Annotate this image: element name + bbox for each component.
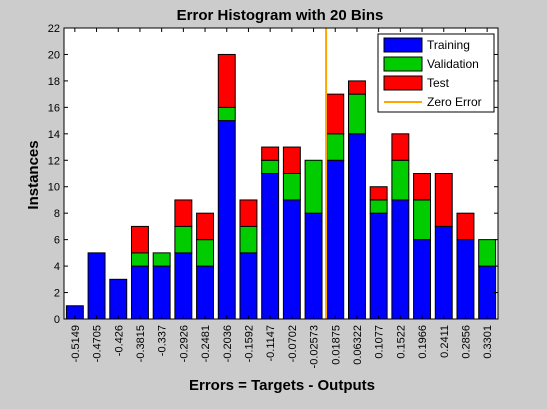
bar-validation-9 [261, 159, 280, 175]
bar-test-14 [369, 186, 388, 201]
bar-test-8 [239, 199, 258, 227]
bar-validation-15 [391, 159, 410, 201]
chart-title: Error Histogram with 20 Bins [177, 7, 384, 24]
bar-training-10 [282, 199, 301, 320]
bar-test-18 [456, 212, 475, 241]
bar-training-5 [174, 252, 193, 320]
y-tick-label-8: 8 [54, 208, 60, 220]
x-tick-label-0: -0.5149 [70, 325, 82, 362]
bar-test-9 [261, 146, 280, 161]
y-tick-label-4: 4 [54, 261, 60, 273]
legend-label-zero-error: Zero Error [427, 95, 482, 109]
bar-training-9 [261, 173, 280, 320]
bar-training-13 [347, 133, 366, 320]
bar-training-6 [196, 265, 215, 320]
bar-validation-3 [130, 252, 149, 267]
legend-box [377, 33, 495, 113]
legend-label-validation: Validation [427, 57, 479, 71]
bar-training-4 [152, 265, 171, 320]
x-tick-label-19: 0.3301 [482, 325, 494, 359]
bar-training-7 [217, 120, 236, 320]
bar-test-17 [434, 173, 453, 227]
legend-swatch-training [383, 37, 423, 53]
bar-test-15 [391, 133, 410, 161]
x-tick-label-8: -0.1592 [243, 325, 255, 362]
x-tick-label-15: 0.1522 [395, 325, 407, 359]
y-tick-label-14: 14 [48, 129, 60, 141]
bar-test-7 [217, 53, 236, 108]
bar-validation-13 [347, 93, 366, 135]
bar-validation-19 [478, 239, 497, 267]
x-tick-label-18: 0.2856 [460, 325, 472, 359]
x-tick-label-3: -0.3815 [135, 325, 147, 362]
bar-validation-12 [326, 133, 345, 161]
y-tick-label-6: 6 [54, 235, 60, 247]
y-axis-label: Instances [25, 140, 42, 209]
bar-training-19 [478, 265, 497, 320]
y-tick-label-20: 20 [48, 49, 60, 61]
x-tick-label-1: -0.4705 [92, 325, 104, 362]
bar-training-14 [369, 212, 388, 320]
x-tick-label-5: -0.2926 [178, 325, 190, 362]
x-axis-label: Errors = Targets - Outputs [189, 377, 375, 394]
x-tick-label-10: -0.0702 [287, 325, 299, 362]
legend-swatch-validation [383, 56, 423, 72]
x-tick-label-14: 0.1077 [374, 325, 386, 359]
bar-training-3 [130, 265, 149, 320]
bar-test-3 [130, 225, 149, 254]
bar-test-13 [347, 80, 366, 95]
bar-training-16 [413, 239, 432, 320]
bar-validation-6 [196, 239, 215, 267]
legend-label-test: Test [427, 76, 450, 90]
bar-training-2 [109, 278, 128, 320]
x-tick-label-9: -0.1147 [265, 325, 277, 362]
y-tick-label-0: 0 [54, 314, 60, 326]
bar-test-6 [196, 212, 215, 241]
bar-validation-7 [217, 106, 236, 122]
y-tick-label-16: 16 [48, 102, 60, 114]
legend: Training Validation Test Zero Error [377, 33, 495, 113]
x-tick-label-11: -0.02573 [309, 325, 321, 368]
bar-training-15 [391, 199, 410, 320]
y-tick-label-12: 12 [48, 155, 60, 167]
y-tick-label-10: 10 [48, 182, 60, 194]
y-tick-label-2: 2 [54, 288, 60, 300]
bar-test-12 [326, 93, 345, 135]
plot-frame [63, 27, 499, 320]
bar-validation-11 [304, 159, 323, 214]
x-tick-label-4: -0.337 [157, 325, 169, 356]
x-tick-label-7: -0.2036 [222, 325, 234, 362]
bar-validation-10 [282, 173, 301, 201]
bar-test-16 [413, 173, 432, 201]
x-tick-label-12: 0.01875 [330, 325, 342, 365]
x-tick-label-6: -0.2481 [200, 325, 212, 362]
bar-validation-8 [239, 225, 258, 254]
x-tick-label-16: 0.1966 [417, 325, 429, 359]
y-tick-label-22: 22 [48, 23, 60, 35]
y-tick-label-18: 18 [48, 76, 60, 88]
bar-validation-4 [152, 252, 171, 267]
bar-test-10 [282, 146, 301, 175]
bar-training-8 [239, 252, 258, 320]
legend-swatch-test [383, 75, 423, 91]
x-tick-label-2: -0.426 [113, 325, 125, 356]
bar-test-5 [174, 199, 193, 227]
legend-label-training: Training [427, 38, 470, 52]
x-tick-label-13: 0.06322 [352, 325, 364, 365]
bar-validation-14 [369, 199, 388, 214]
bar-training-18 [456, 239, 475, 320]
bar-training-11 [304, 212, 323, 320]
bar-validation-5 [174, 225, 193, 254]
bar-training-1 [87, 252, 106, 320]
x-tick-label-17: 0.2411 [439, 325, 451, 358]
bar-validation-16 [413, 199, 432, 241]
bar-training-12 [326, 159, 345, 320]
bar-training-17 [434, 225, 453, 320]
